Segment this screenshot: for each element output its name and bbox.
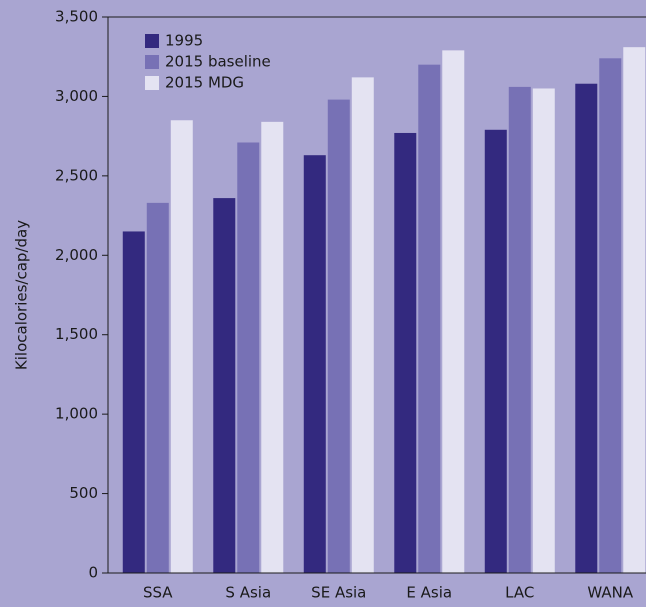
bar	[237, 142, 260, 574]
x-tick-label: S Asia	[225, 584, 271, 602]
y-tick-label: 1,000	[55, 405, 98, 423]
bar	[532, 88, 555, 573]
bar	[575, 83, 598, 573]
y-tick-label: 3,500	[55, 8, 98, 26]
x-tick-label: SSA	[143, 584, 173, 602]
x-tick-label: SE Asia	[311, 584, 366, 602]
y-axis-label: Kilocalories/cap/day	[13, 220, 31, 370]
y-tick-label: 2,000	[55, 246, 98, 264]
y-tick-label: 0	[88, 564, 98, 582]
legend-label: 2015 baseline	[165, 53, 271, 71]
bar	[394, 132, 417, 574]
legend-swatch	[145, 55, 159, 69]
x-tick-label: E Asia	[406, 584, 452, 602]
legend-swatch	[145, 76, 159, 90]
legend-swatch	[145, 34, 159, 48]
x-tick-label: WANA	[587, 584, 633, 602]
y-tick-label: 3,000	[55, 87, 98, 105]
y-tick-label: 2,500	[55, 166, 98, 184]
bar	[599, 58, 622, 573]
bar	[508, 86, 531, 573]
bar	[122, 231, 145, 573]
bar	[170, 120, 193, 573]
bar	[351, 77, 374, 573]
bar	[146, 202, 169, 573]
bar	[261, 121, 284, 574]
y-tick-label: 500	[69, 484, 98, 502]
bar	[303, 155, 326, 573]
bar	[623, 47, 646, 573]
bar	[418, 64, 441, 574]
legend-label: 1995	[165, 32, 203, 50]
bar	[213, 198, 236, 573]
legend-label: 2015 MDG	[165, 74, 244, 92]
bar	[442, 50, 465, 574]
x-tick-label: LAC	[505, 584, 534, 602]
bar	[327, 99, 350, 573]
y-tick-label: 1,500	[55, 325, 98, 343]
bar	[484, 129, 507, 573]
